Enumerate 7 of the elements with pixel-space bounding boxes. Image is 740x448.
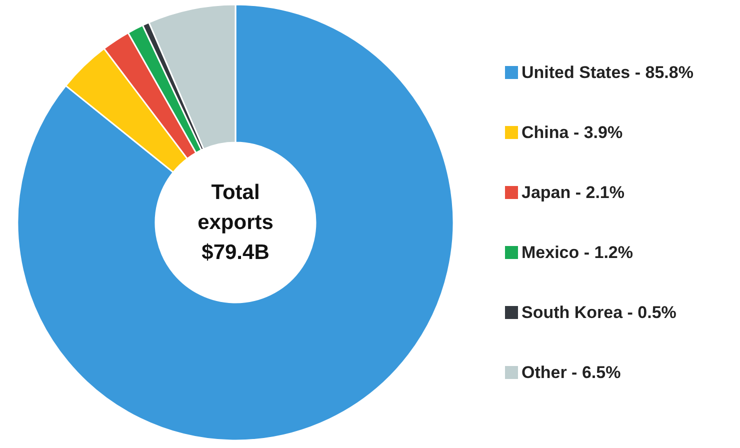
legend-label: Japan - 2.1%: [522, 183, 624, 202]
legend-label: China - 3.9%: [522, 123, 623, 142]
legend-label: Other - 6.5%: [522, 363, 621, 382]
legend-label: Mexico - 1.2%: [522, 243, 633, 262]
text: Total exports $79.4B: [198, 181, 274, 264]
legend-label: United States - 85.8%: [522, 63, 694, 82]
legend-label: South Korea - 0.5%: [522, 303, 676, 322]
